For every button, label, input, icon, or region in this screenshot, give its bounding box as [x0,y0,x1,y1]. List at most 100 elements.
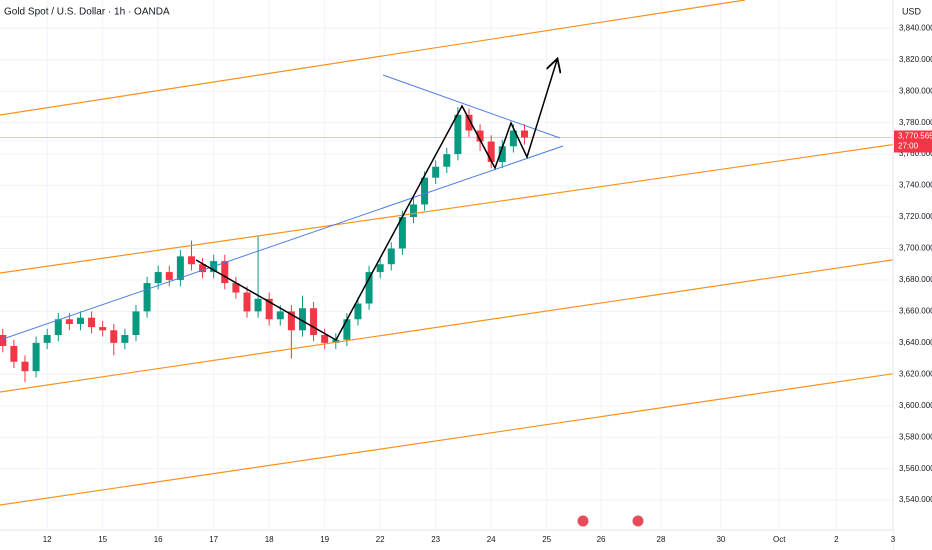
candle-body [54,319,62,335]
candle-body [476,130,484,142]
channel-line [0,138,932,274]
candle-body [187,256,195,265]
candle-body [43,334,51,343]
y-tick-label: 3,580.000 [899,432,932,441]
x-tick-label: 23 [431,535,440,544]
candle-body [110,330,118,343]
candle-body [32,342,40,372]
candle-body [221,261,229,284]
candle-body [165,272,173,280]
candle-body [287,311,295,331]
event-icon[interactable] [576,514,590,528]
x-tick-label: 30 [716,535,725,544]
y-tick-label: 3,660.000 [899,307,932,316]
candle-body [421,177,429,205]
channel-line [0,253,932,393]
candle-body [199,264,207,273]
x-tick-label: 15 [98,535,107,544]
projection-path [195,60,557,342]
candle-body [365,272,373,304]
candle-body [332,339,340,343]
candles [0,106,893,383]
candle-body [354,303,362,320]
candle-body [65,319,73,324]
y-tick-label: 3,840.000 [899,23,932,32]
candle-body [487,141,495,162]
x-tick-label: 25 [542,535,551,544]
candle-body [88,317,96,328]
x-tick-label: 28 [657,535,666,544]
y-tick-label: 3,700.000 [899,244,932,253]
y-tick-label: 3,740.000 [899,181,932,190]
candle-body [154,272,162,284]
candle-body [310,308,318,335]
x-tick-label: 12 [43,535,52,544]
price-tag [894,130,932,153]
candle-body [498,146,506,162]
candle-body [254,298,262,312]
candle-body [376,264,384,273]
time-axis [0,530,893,550]
candle-body [298,308,306,331]
y-tick-label: 3,780.000 [899,118,932,127]
price-tag-label: 3,770.565 [898,132,932,141]
y-tick-label: 3,560.000 [899,464,932,473]
x-tick-label: 24 [487,535,496,544]
y-tick-label: 3,620.000 [899,369,932,378]
y-tick-label: 3,640.000 [899,338,932,347]
candle-body [276,311,284,320]
candle-body [132,311,140,335]
y-tick-label: 3,680.000 [899,275,932,284]
event-icon[interactable] [631,514,645,528]
price-axis [893,0,932,550]
x-tick-label: Oct [773,535,786,544]
x-tick-label: 19 [320,535,329,544]
candle-body [0,334,7,346]
candle-body [76,317,84,324]
candle-body [465,114,473,131]
candle-body [343,319,351,340]
trend-line [382,74,561,139]
x-tick-label: 18 [265,535,274,544]
y-tick-label: 3,600.000 [899,401,932,410]
channel-line [0,367,932,506]
candle-body [432,166,440,178]
candle-body [99,327,107,331]
channel-line [0,0,746,116]
candle-body [232,283,240,293]
candle-body [509,130,517,147]
y-tick-label: 3,800.000 [899,86,932,95]
trend-line [0,145,564,341]
y-tick-label: 3,540.000 [899,495,932,504]
candle-body [265,298,273,320]
candle-body [454,114,462,155]
x-tick-label: 3 [891,535,896,544]
candle-body [21,361,29,372]
y-tick-label: 3,720.000 [899,212,932,221]
drawings [0,0,932,506]
x-tick-label: 2 [834,535,839,544]
currency: USD [902,6,922,16]
x-tick-label: 26 [597,535,606,544]
x-tick-label: 22 [376,535,385,544]
candle-body [321,334,329,343]
candle-body [176,256,184,280]
x-tick-label: 16 [154,535,163,544]
candle-body [409,204,417,218]
candle-body [398,217,406,249]
x-tick-label: 17 [209,535,218,544]
candle-body [443,154,451,167]
y-tick-label: 3,820.000 [899,55,932,64]
y-tick-label: 3,760.000 [899,149,932,158]
candle-body [387,248,395,265]
candle-body [143,283,151,312]
countdown: 27:00 [898,142,919,151]
axes: 3,540.000 3,560.000 3,580.000 3,600.000 3,62… [43,23,932,544]
candle-body [121,334,129,343]
grid [0,0,894,530]
chart-title: Gold Spot / U.S. Dollar · 1h · OANDA [4,7,170,18]
candle-body [243,292,251,312]
candle-body [10,345,18,362]
